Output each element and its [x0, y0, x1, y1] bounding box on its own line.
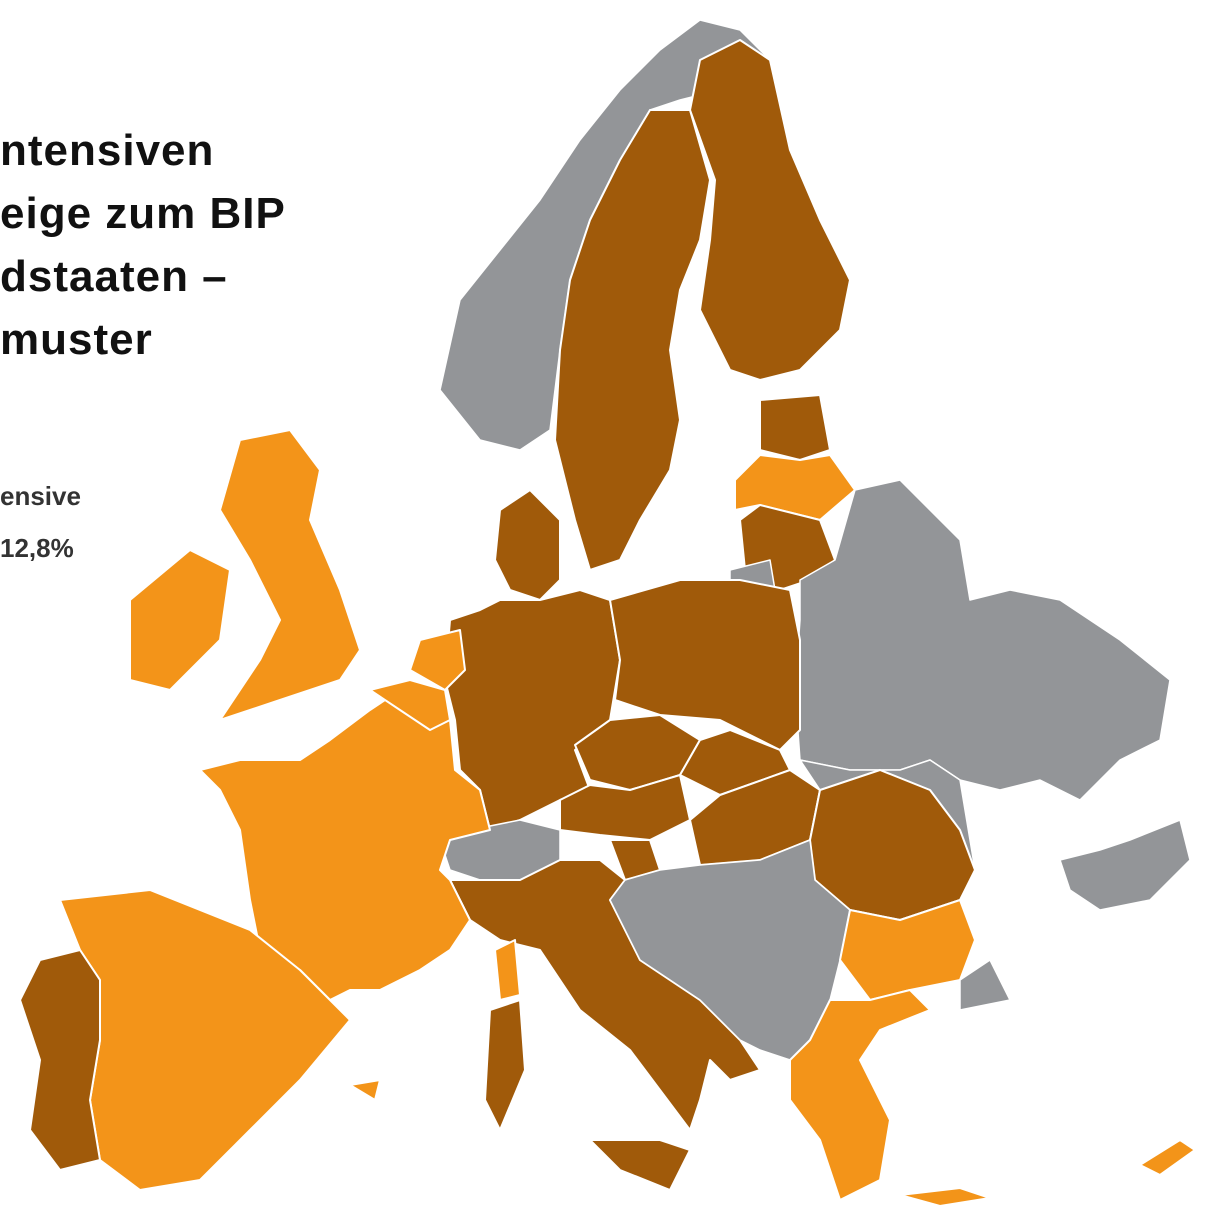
region [494, 939, 521, 1001]
region [449, 859, 761, 1131]
title-line: dstaaten – [0, 252, 228, 301]
region [199, 689, 491, 1001]
region [759, 394, 831, 461]
legend-text: ensive [0, 481, 81, 511]
map [19, 19, 1196, 1207]
region [349, 1079, 381, 1101]
region [609, 579, 801, 751]
region [689, 39, 851, 381]
region [1059, 819, 1191, 911]
legend-text: 12,8% [0, 533, 74, 563]
region [789, 989, 931, 1201]
region [369, 679, 451, 731]
region [484, 999, 526, 1131]
region [444, 589, 621, 831]
region [794, 479, 1171, 801]
region [554, 109, 711, 571]
title-line: ntensiven [0, 126, 214, 175]
region [219, 429, 361, 721]
region [1139, 1139, 1196, 1176]
title-line: muster [0, 315, 153, 364]
region [494, 489, 561, 601]
region [19, 949, 101, 1171]
title-line: eige zum BIP [0, 189, 286, 238]
region [589, 1139, 691, 1191]
region [129, 549, 231, 691]
region [959, 959, 1011, 1011]
region [409, 629, 466, 691]
region [899, 1187, 991, 1207]
